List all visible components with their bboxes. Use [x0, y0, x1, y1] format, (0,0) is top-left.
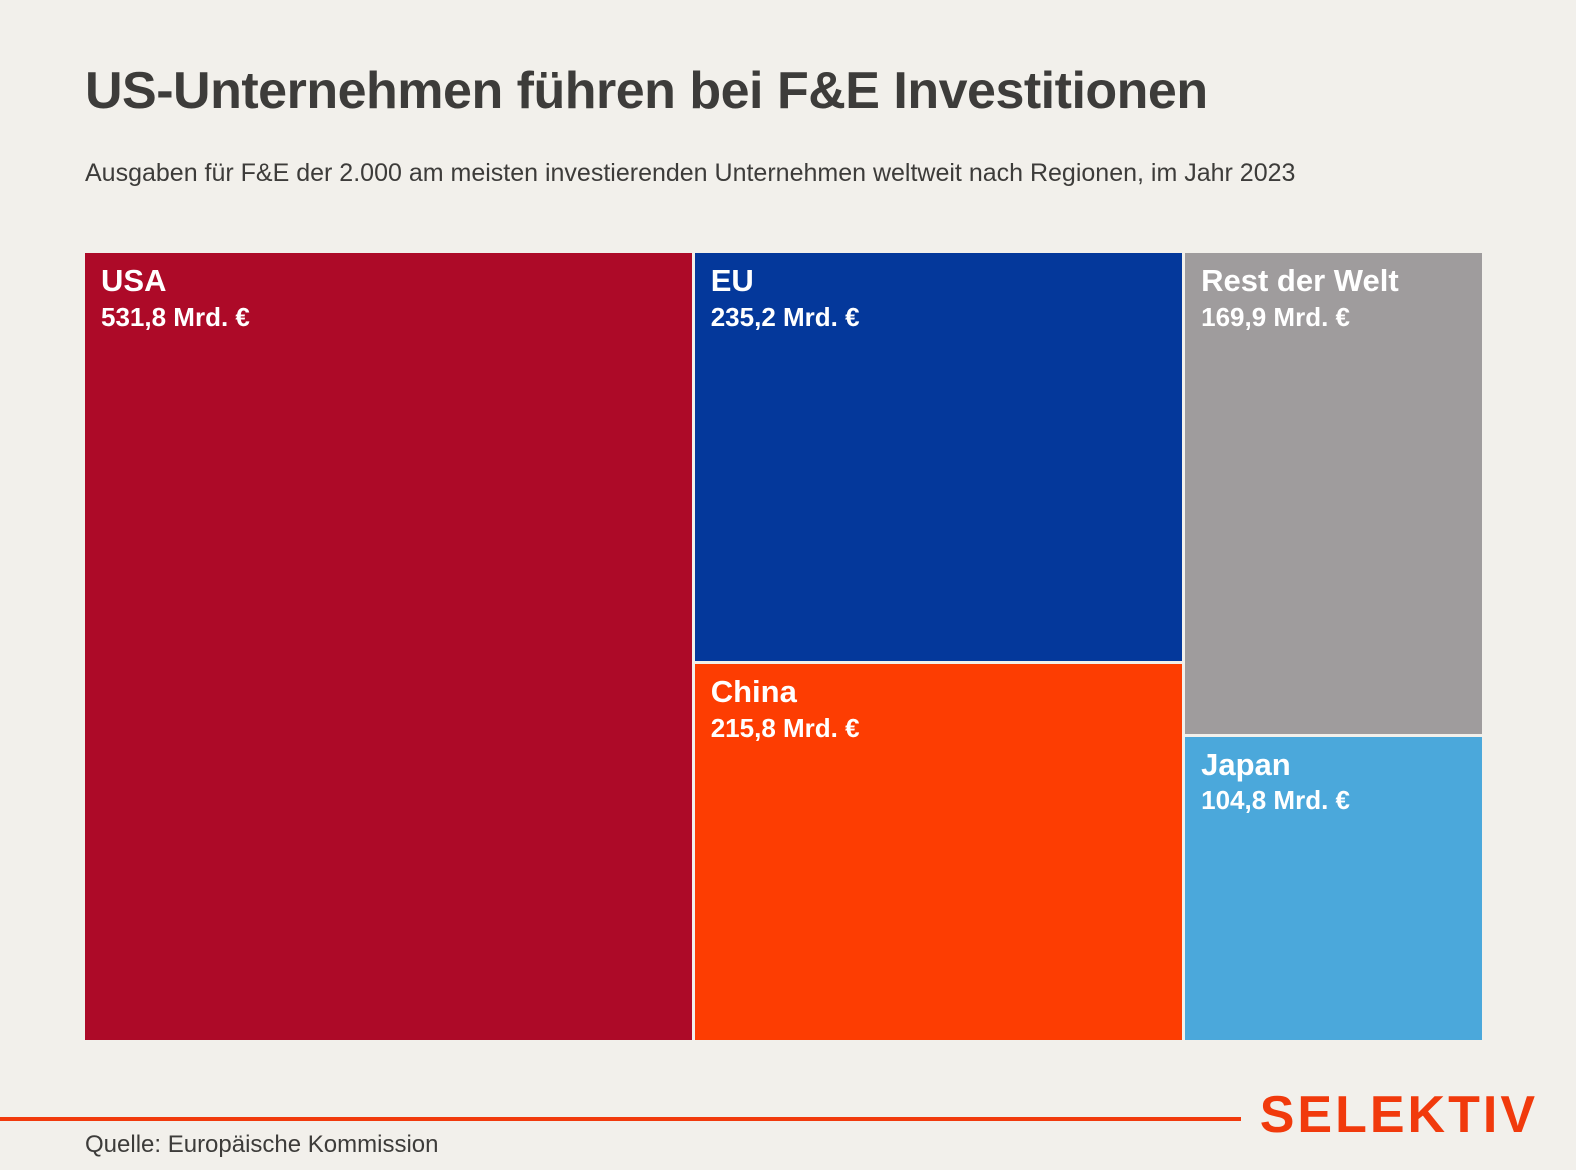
treemap-column-middle: EU 235,2 Mrd. € China 215,8 Mrd. € [694, 253, 1183, 1040]
tile-value-china: 215,8 Mrd. € [710, 712, 860, 743]
footer-divider [0, 1117, 1241, 1121]
source-note: Quelle: Europäische Kommission [85, 1131, 439, 1158]
treemap-chart: USA 531,8 Mrd. € EU 235,2 Mrd. € China 2… [85, 253, 1482, 1040]
treemap-tile-china: China 215,8 Mrd. € [694, 664, 1183, 1040]
page-title: US-Unternehmen führen bei F&E Investitio… [85, 62, 1208, 120]
tile-label-japan: Japan [1201, 746, 1291, 782]
tile-value-eu: 235,2 Mrd. € [710, 301, 860, 332]
treemap-column-right: Rest der Welt 169,9 Mrd. € Japan 104,8 M… [1185, 253, 1482, 1040]
tile-value-usa: 531,8 Mrd. € [101, 301, 250, 332]
treemap-tile-eu: EU 235,2 Mrd. € [694, 253, 1183, 662]
tile-value-rest-der-welt: 169,9 Mrd. € [1201, 301, 1350, 332]
tile-label-rest-der-welt: Rest der Welt [1201, 263, 1399, 298]
tile-label-usa: USA [101, 263, 167, 298]
page-subtitle: Ausgaben für F&E der 2.000 am meisten in… [85, 159, 1296, 187]
treemap-tile-usa: USA 531,8 Mrd. € [85, 253, 692, 1040]
treemap-tile-rest-der-welt: Rest der Welt 169,9 Mrd. € [1185, 253, 1482, 734]
tile-value-japan: 104,8 Mrd. € [1201, 785, 1350, 816]
tile-label-china: China [710, 674, 797, 710]
tile-label-eu: EU [710, 263, 754, 298]
brand-logo: SELEKTIV [1259, 1086, 1538, 1144]
treemap-tile-japan: Japan 104,8 Mrd. € [1185, 736, 1482, 1040]
